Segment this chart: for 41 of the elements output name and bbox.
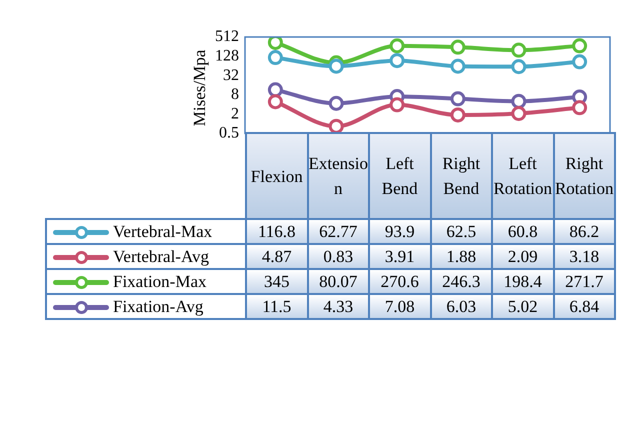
legend-label: Vertebral-Avg [113, 246, 209, 266]
data-label: 4.33 [308, 294, 369, 319]
x-tick-label: Flexion [246, 133, 308, 219]
legend-label: Fixation-Max [113, 272, 206, 290]
x-tick-label: Right Rotation [554, 133, 615, 219]
data-label: 0.83 [308, 244, 369, 269]
data-label: 6.03 [430, 294, 492, 319]
x-tick-label: Left Rotation [492, 133, 554, 219]
legend-label: Fixation-Avg [113, 296, 204, 316]
data-label: 62.5 [430, 219, 492, 244]
data-label: 1.88 [430, 244, 492, 269]
data-label: 11.5 [246, 294, 308, 319]
data-label: 2.09 [492, 244, 554, 269]
x-tick-label: Left Bend [369, 133, 430, 219]
data-label: 80.07 [308, 269, 369, 294]
data-label: 270.6 [369, 269, 430, 294]
data-label: 60.8 [492, 219, 554, 244]
legend-label: Vertebral-Max [113, 222, 212, 240]
y-tick-label: 0.5 [219, 124, 239, 142]
data-label: 116.8 [246, 219, 308, 244]
y-tick-label: 512 [215, 28, 239, 46]
y-tick-label: 2 [231, 105, 239, 122]
data-label: 62.77 [308, 219, 369, 244]
data-label: 86.2 [554, 219, 615, 244]
data-label: 345 [246, 269, 308, 294]
data-label: 5.02 [492, 294, 554, 319]
y-tick-label: 128 [215, 47, 239, 64]
data-label: 93.9 [369, 219, 430, 244]
x-tick-label: Extension [308, 133, 369, 219]
data-label: 3.91 [369, 244, 430, 269]
data-label: 271.7 [554, 269, 615, 294]
data-label: 4.87 [246, 244, 308, 269]
data-label: 7.08 [369, 294, 430, 319]
x-tick-label: Right Bend [430, 133, 492, 219]
y-axis-title: Mises/Mpa [190, 50, 210, 126]
data-label: 246.3 [430, 269, 492, 294]
data-label: 198.4 [492, 269, 554, 294]
data-label: 3.18 [554, 244, 615, 269]
data-label: 6.84 [554, 294, 615, 319]
y-tick-label: 8 [231, 86, 239, 104]
y-tick-label: 32 [223, 66, 239, 84]
